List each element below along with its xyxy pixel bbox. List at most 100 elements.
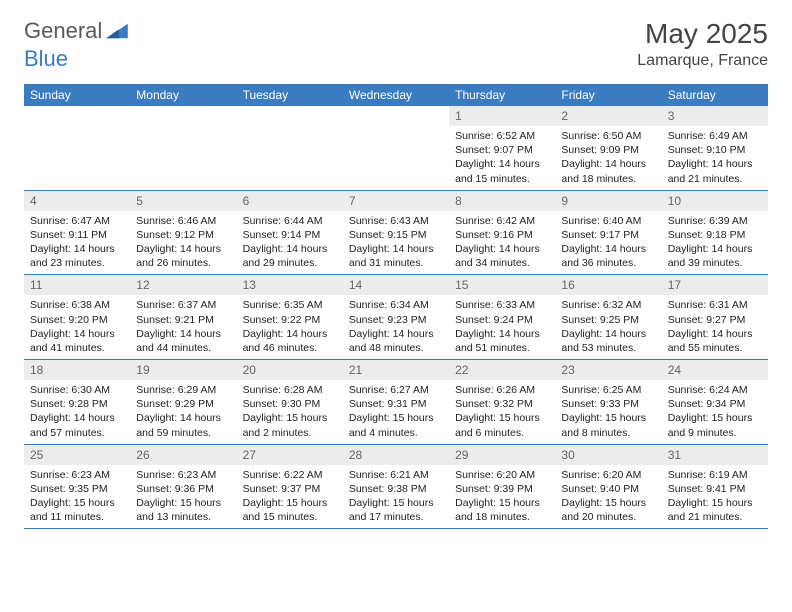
- day-details: Sunrise: 6:33 AMSunset: 9:24 PMDaylight:…: [449, 295, 555, 359]
- day-cell: 6Sunrise: 6:44 AMSunset: 9:14 PMDaylight…: [237, 190, 343, 275]
- day-cell: 28Sunrise: 6:21 AMSunset: 9:38 PMDayligh…: [343, 444, 449, 529]
- weekday-header: Thursday: [449, 84, 555, 106]
- day-details: Sunrise: 6:29 AMSunset: 9:29 PMDaylight:…: [130, 380, 236, 444]
- logo-text-1: General: [24, 18, 102, 44]
- day-details: Sunrise: 6:32 AMSunset: 9:25 PMDaylight:…: [555, 295, 661, 359]
- day-number: 11: [24, 275, 130, 295]
- empty-cell: [24, 106, 130, 190]
- day-number: 19: [130, 360, 236, 380]
- calendar-body: 1Sunrise: 6:52 AMSunset: 9:07 PMDaylight…: [24, 106, 768, 529]
- day-cell: 10Sunrise: 6:39 AMSunset: 9:18 PMDayligh…: [662, 190, 768, 275]
- day-details: Sunrise: 6:37 AMSunset: 9:21 PMDaylight:…: [130, 295, 236, 359]
- day-details: Sunrise: 6:35 AMSunset: 9:22 PMDaylight:…: [237, 295, 343, 359]
- day-number: 10: [662, 191, 768, 211]
- day-cell: 17Sunrise: 6:31 AMSunset: 9:27 PMDayligh…: [662, 275, 768, 360]
- day-cell: 1Sunrise: 6:52 AMSunset: 9:07 PMDaylight…: [449, 106, 555, 190]
- day-details: Sunrise: 6:46 AMSunset: 9:12 PMDaylight:…: [130, 211, 236, 275]
- logo-line2: Blue: [24, 46, 68, 72]
- day-number: 3: [662, 106, 768, 126]
- day-cell: 12Sunrise: 6:37 AMSunset: 9:21 PMDayligh…: [130, 275, 236, 360]
- weekday-header: Monday: [130, 84, 236, 106]
- day-number: 12: [130, 275, 236, 295]
- calendar-row: 1Sunrise: 6:52 AMSunset: 9:07 PMDaylight…: [24, 106, 768, 190]
- day-details: Sunrise: 6:22 AMSunset: 9:37 PMDaylight:…: [237, 465, 343, 529]
- day-cell: 27Sunrise: 6:22 AMSunset: 9:37 PMDayligh…: [237, 444, 343, 529]
- day-cell: 23Sunrise: 6:25 AMSunset: 9:33 PMDayligh…: [555, 360, 661, 445]
- day-number: 22: [449, 360, 555, 380]
- empty-cell: [343, 106, 449, 190]
- day-number: 4: [24, 191, 130, 211]
- day-cell: 5Sunrise: 6:46 AMSunset: 9:12 PMDaylight…: [130, 190, 236, 275]
- day-cell: 15Sunrise: 6:33 AMSunset: 9:24 PMDayligh…: [449, 275, 555, 360]
- day-number: 15: [449, 275, 555, 295]
- day-details: Sunrise: 6:50 AMSunset: 9:09 PMDaylight:…: [555, 126, 661, 190]
- day-details: Sunrise: 6:24 AMSunset: 9:34 PMDaylight:…: [662, 380, 768, 444]
- day-details: Sunrise: 6:34 AMSunset: 9:23 PMDaylight:…: [343, 295, 449, 359]
- day-details: Sunrise: 6:19 AMSunset: 9:41 PMDaylight:…: [662, 465, 768, 529]
- day-cell: 9Sunrise: 6:40 AMSunset: 9:17 PMDaylight…: [555, 190, 661, 275]
- day-details: Sunrise: 6:31 AMSunset: 9:27 PMDaylight:…: [662, 295, 768, 359]
- day-cell: 20Sunrise: 6:28 AMSunset: 9:30 PMDayligh…: [237, 360, 343, 445]
- day-number: 28: [343, 445, 449, 465]
- day-number: 5: [130, 191, 236, 211]
- day-number: 25: [24, 445, 130, 465]
- day-cell: 18Sunrise: 6:30 AMSunset: 9:28 PMDayligh…: [24, 360, 130, 445]
- day-cell: 4Sunrise: 6:47 AMSunset: 9:11 PMDaylight…: [24, 190, 130, 275]
- day-number: 29: [449, 445, 555, 465]
- day-cell: 7Sunrise: 6:43 AMSunset: 9:15 PMDaylight…: [343, 190, 449, 275]
- day-cell: 31Sunrise: 6:19 AMSunset: 9:41 PMDayligh…: [662, 444, 768, 529]
- day-number: 14: [343, 275, 449, 295]
- calendar-row: 18Sunrise: 6:30 AMSunset: 9:28 PMDayligh…: [24, 360, 768, 445]
- day-number: 16: [555, 275, 661, 295]
- day-number: 9: [555, 191, 661, 211]
- logo-triangle-icon: [106, 22, 128, 40]
- day-details: Sunrise: 6:47 AMSunset: 9:11 PMDaylight:…: [24, 211, 130, 275]
- day-details: Sunrise: 6:39 AMSunset: 9:18 PMDaylight:…: [662, 211, 768, 275]
- day-details: Sunrise: 6:30 AMSunset: 9:28 PMDaylight:…: [24, 380, 130, 444]
- logo: General: [24, 18, 128, 44]
- weekday-header-row: SundayMondayTuesdayWednesdayThursdayFrid…: [24, 84, 768, 106]
- day-cell: 29Sunrise: 6:20 AMSunset: 9:39 PMDayligh…: [449, 444, 555, 529]
- day-details: Sunrise: 6:49 AMSunset: 9:10 PMDaylight:…: [662, 126, 768, 190]
- day-cell: 11Sunrise: 6:38 AMSunset: 9:20 PMDayligh…: [24, 275, 130, 360]
- day-number: 23: [555, 360, 661, 380]
- calendar-row: 11Sunrise: 6:38 AMSunset: 9:20 PMDayligh…: [24, 275, 768, 360]
- day-number: 18: [24, 360, 130, 380]
- day-cell: 30Sunrise: 6:20 AMSunset: 9:40 PMDayligh…: [555, 444, 661, 529]
- day-number: 24: [662, 360, 768, 380]
- calendar-row: 25Sunrise: 6:23 AMSunset: 9:35 PMDayligh…: [24, 444, 768, 529]
- day-details: Sunrise: 6:26 AMSunset: 9:32 PMDaylight:…: [449, 380, 555, 444]
- day-cell: 24Sunrise: 6:24 AMSunset: 9:34 PMDayligh…: [662, 360, 768, 445]
- day-details: Sunrise: 6:20 AMSunset: 9:40 PMDaylight:…: [555, 465, 661, 529]
- day-cell: 13Sunrise: 6:35 AMSunset: 9:22 PMDayligh…: [237, 275, 343, 360]
- weekday-header: Sunday: [24, 84, 130, 106]
- day-cell: 14Sunrise: 6:34 AMSunset: 9:23 PMDayligh…: [343, 275, 449, 360]
- day-number: 26: [130, 445, 236, 465]
- day-details: Sunrise: 6:23 AMSunset: 9:35 PMDaylight:…: [24, 465, 130, 529]
- day-details: Sunrise: 6:42 AMSunset: 9:16 PMDaylight:…: [449, 211, 555, 275]
- day-cell: 25Sunrise: 6:23 AMSunset: 9:35 PMDayligh…: [24, 444, 130, 529]
- empty-cell: [130, 106, 236, 190]
- weekday-header: Friday: [555, 84, 661, 106]
- page-subtitle: Lamarque, France: [637, 52, 768, 70]
- day-cell: 21Sunrise: 6:27 AMSunset: 9:31 PMDayligh…: [343, 360, 449, 445]
- day-details: Sunrise: 6:23 AMSunset: 9:36 PMDaylight:…: [130, 465, 236, 529]
- day-number: 20: [237, 360, 343, 380]
- page-title: May 2025: [637, 18, 768, 50]
- day-cell: 26Sunrise: 6:23 AMSunset: 9:36 PMDayligh…: [130, 444, 236, 529]
- day-number: 2: [555, 106, 661, 126]
- day-details: Sunrise: 6:20 AMSunset: 9:39 PMDaylight:…: [449, 465, 555, 529]
- title-block: May 2025 Lamarque, France: [637, 18, 768, 70]
- weekday-header: Saturday: [662, 84, 768, 106]
- day-number: 21: [343, 360, 449, 380]
- day-number: 17: [662, 275, 768, 295]
- day-details: Sunrise: 6:40 AMSunset: 9:17 PMDaylight:…: [555, 211, 661, 275]
- day-details: Sunrise: 6:44 AMSunset: 9:14 PMDaylight:…: [237, 211, 343, 275]
- day-number: 8: [449, 191, 555, 211]
- day-cell: 8Sunrise: 6:42 AMSunset: 9:16 PMDaylight…: [449, 190, 555, 275]
- day-cell: 22Sunrise: 6:26 AMSunset: 9:32 PMDayligh…: [449, 360, 555, 445]
- day-details: Sunrise: 6:38 AMSunset: 9:20 PMDaylight:…: [24, 295, 130, 359]
- day-cell: 2Sunrise: 6:50 AMSunset: 9:09 PMDaylight…: [555, 106, 661, 190]
- day-details: Sunrise: 6:52 AMSunset: 9:07 PMDaylight:…: [449, 126, 555, 190]
- header: General May 2025 Lamarque, France: [0, 0, 792, 76]
